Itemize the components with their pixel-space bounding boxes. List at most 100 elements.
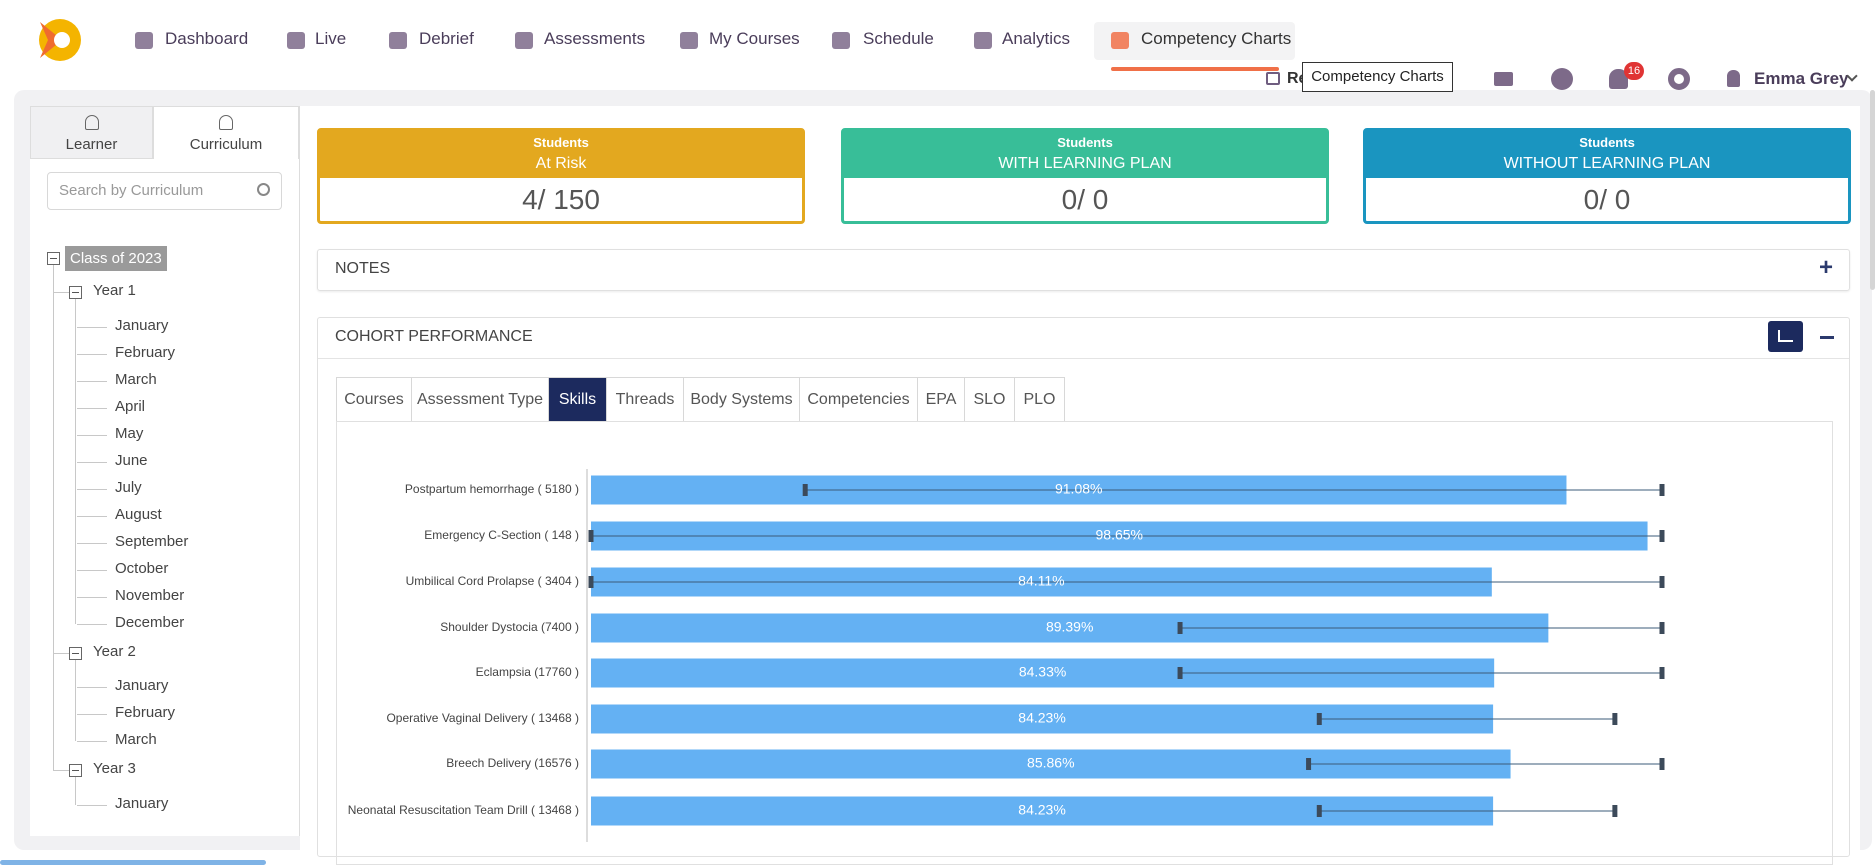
cohort-tab[interactable]: Assessment Type	[411, 377, 549, 422]
tree-toggle[interactable]	[69, 764, 82, 777]
tree-month[interactable]: February	[115, 343, 176, 361]
range-low-cap	[1316, 805, 1322, 817]
tooltip: Competency Charts	[1302, 62, 1453, 92]
tree-line	[77, 461, 107, 463]
cohort-tab[interactable]: PLO	[1014, 377, 1065, 422]
nav-item[interactable]: Analytics	[1002, 29, 1071, 48]
cohort-tab[interactable]: Threads	[606, 377, 684, 422]
chart-button[interactable]	[1768, 321, 1803, 352]
nav-icon[interactable]	[832, 32, 850, 49]
cohort-panel	[317, 317, 1850, 857]
tree-line	[75, 299, 76, 624]
notes-expand[interactable]: +	[1819, 254, 1834, 281]
tree-month[interactable]: November	[115, 586, 185, 604]
tree-month[interactable]: February	[115, 704, 176, 721]
tree-line	[53, 770, 75, 771]
tree-line	[77, 542, 107, 544]
mail-icon[interactable]	[1494, 72, 1513, 86]
cohort-tab[interactable]: Competencies	[799, 377, 918, 422]
cohort-tab[interactable]: EPA	[917, 377, 965, 422]
nav-icon[interactable]	[389, 32, 407, 49]
tree-month[interactable]: March	[115, 731, 157, 748]
sidebar-tab-label[interactable]: Curriculum	[189, 136, 263, 153]
link-icon	[1266, 72, 1280, 85]
stat-card-header	[844, 131, 1326, 178]
search-icon[interactable]	[257, 183, 270, 196]
tree-line	[77, 623, 107, 625]
tree-month[interactable]: July	[115, 478, 142, 496]
tree-month[interactable]: December	[115, 613, 185, 631]
tree-toggle[interactable]	[69, 286, 82, 299]
tree-toggle[interactable]	[69, 646, 82, 660]
search-placeholder: Search by Curriculum	[59, 182, 204, 199]
nav-item[interactable]: Live	[315, 29, 347, 48]
tree-month[interactable]: September	[115, 532, 189, 550]
tree-month[interactable]: March	[115, 370, 157, 388]
tree-line	[77, 434, 107, 436]
range-low-cap	[1177, 667, 1183, 679]
nav-icon[interactable]	[680, 32, 698, 49]
nav-icon[interactable]	[974, 32, 992, 49]
tree-month[interactable]: October	[115, 559, 169, 577]
tree-toggle-minus	[50, 258, 57, 259]
settings-icon[interactable]	[1668, 68, 1690, 90]
tree-toggle[interactable]	[47, 252, 60, 265]
stat-card-title: Students	[1579, 135, 1635, 150]
sidebar-tab-label[interactable]: Learner	[65, 136, 118, 153]
sidebar-tab[interactable]	[30, 106, 153, 159]
sidebar-tab[interactable]	[153, 106, 299, 159]
nav-icon[interactable]	[1111, 32, 1129, 49]
tree-line	[77, 741, 107, 742]
chart-button-icon	[1778, 330, 1793, 342]
stat-card: Students WITH LEARNING PLAN 0/ 0	[841, 128, 1329, 224]
bell-icon[interactable]	[1609, 69, 1628, 89]
cohort-title: COHORT PERFORMANCE	[335, 328, 533, 345]
value-label: 89.39%	[1046, 619, 1093, 635]
category-label: Eclampsia (17760 )	[476, 665, 579, 679]
user-name[interactable]: Emma Grey	[1754, 69, 1849, 88]
tree-year[interactable]: Year 3	[93, 760, 136, 777]
stat-card-header	[1366, 131, 1848, 178]
search-box[interactable]	[47, 172, 282, 210]
stat-card-value: 0/ 0	[1583, 184, 1631, 215]
nav-item[interactable]: Dashboard	[165, 29, 249, 48]
nav-item[interactable]: Schedule	[863, 29, 934, 48]
nav-icon[interactable]	[135, 32, 153, 49]
nav-item[interactable]: Competency Charts	[1141, 29, 1292, 48]
tree-line	[77, 569, 107, 571]
nav-item[interactable]: My Courses	[709, 29, 800, 48]
stat-card: Students At Risk 4/ 150	[317, 128, 805, 224]
range-low-cap	[588, 530, 594, 542]
tree-month[interactable]: August	[115, 505, 162, 523]
sidebar	[30, 106, 300, 836]
tree-year[interactable]: Year 1	[93, 282, 136, 299]
tree-month[interactable]: January	[115, 316, 169, 334]
tree-month[interactable]: January	[115, 794, 169, 812]
cohort-tab[interactable]: Courses	[336, 377, 412, 422]
sidebar-tab-icon	[84, 115, 99, 130]
nav-item[interactable]: Debrief	[419, 29, 474, 48]
cohort-tab[interactable]: SLO	[964, 377, 1015, 422]
help-icon[interactable]	[1551, 68, 1573, 90]
tree-month[interactable]: April	[115, 397, 146, 415]
tree-month[interactable]: June	[115, 451, 148, 469]
tree-month[interactable]: January	[115, 677, 169, 694]
stat-card-title: Students	[1057, 135, 1113, 150]
category-label: Neonatal Resuscitation Team Drill ( 1346…	[348, 803, 579, 817]
tree-line	[77, 804, 107, 806]
nav-item[interactable]: Assessments	[544, 29, 646, 48]
cohort-collapse[interactable]	[1820, 336, 1834, 339]
nav-icon[interactable]	[287, 32, 305, 49]
nav-icon[interactable]	[515, 32, 533, 49]
notification-badge: 16	[1624, 62, 1644, 80]
cohort-tab[interactable]: Skills	[548, 377, 607, 422]
tree-month[interactable]: May	[115, 424, 144, 442]
value-label: 84.33%	[1019, 664, 1066, 680]
cohort-tab[interactable]: Body Systems	[683, 377, 800, 422]
tree-root[interactable]: Class of 2023	[65, 246, 167, 271]
tree-year[interactable]: Year 2	[93, 642, 136, 660]
range-low-cap	[1177, 622, 1183, 634]
logo	[39, 19, 81, 61]
